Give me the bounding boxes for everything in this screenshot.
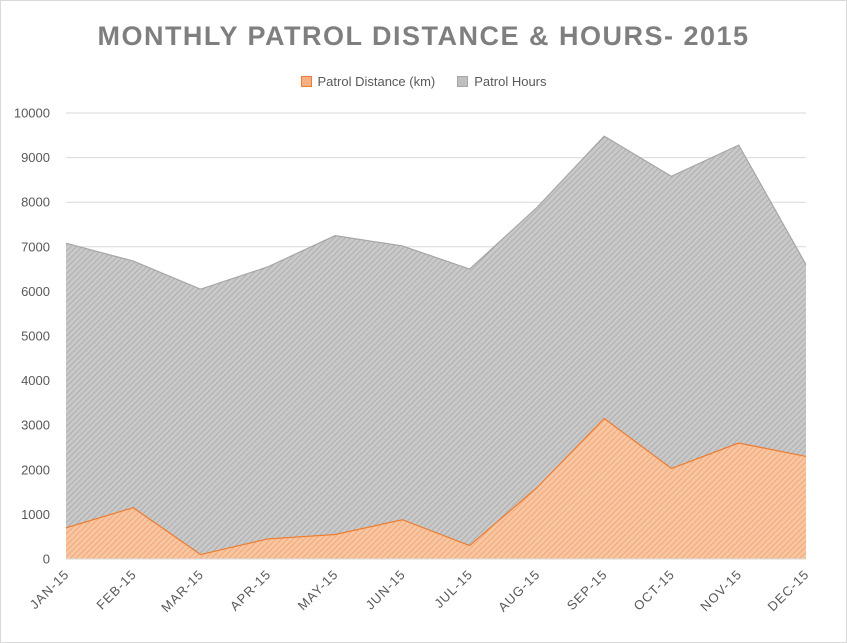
y-tick-label: 3000 xyxy=(21,418,50,433)
chart-title: MONTHLY PATROL DISTANCE & HOURS- 2015 xyxy=(97,21,750,51)
y-tick-label: 1000 xyxy=(21,507,50,522)
x-tick-label: MAY-15 xyxy=(295,567,342,614)
x-tick-label: JUN-15 xyxy=(362,567,408,613)
y-tick-label: 10000 xyxy=(14,106,50,121)
y-tick-label: 2000 xyxy=(21,462,50,477)
y-tick-label: 8000 xyxy=(21,195,50,210)
x-tick-label: NOV-15 xyxy=(697,567,745,615)
x-tick-label: MAR-15 xyxy=(158,567,207,616)
x-tick-label: JUL-15 xyxy=(431,567,475,611)
x-tick-label: JAN-15 xyxy=(27,567,73,613)
area-edge-series-0 xyxy=(65,417,807,556)
x-tick-label: FEB-15 xyxy=(93,567,139,613)
chart-legend: Patrol Distance (km) Patrol Hours xyxy=(1,74,846,89)
legend-swatch-hours xyxy=(457,76,469,87)
x-tick-label: SEP-15 xyxy=(564,567,611,614)
legend-label-hours: Patrol Hours xyxy=(474,74,547,89)
x-tick-label: OCT-15 xyxy=(631,567,678,614)
legend-swatch-distance xyxy=(300,76,312,87)
legend-item-distance: Patrol Distance (km) xyxy=(300,74,436,89)
areas xyxy=(65,135,807,559)
y-tick-label: 4000 xyxy=(21,373,50,388)
x-tick-label: DEC-15 xyxy=(765,567,813,615)
area-series-0 xyxy=(66,418,806,559)
legend-item-hours: Patrol Hours xyxy=(457,74,547,89)
x-tick-label: APR-15 xyxy=(227,567,274,614)
y-tick-label: 5000 xyxy=(21,329,50,344)
y-tick-label: 7000 xyxy=(21,239,50,254)
legend-label-distance: Patrol Distance (km) xyxy=(317,74,436,89)
area-edge-series-1 xyxy=(65,135,807,290)
x-tick-label: AUG-15 xyxy=(495,567,543,615)
y-tick-label: 0 xyxy=(43,552,50,567)
y-tick-label: 9000 xyxy=(21,150,50,165)
y-tick-label: 6000 xyxy=(21,284,50,299)
